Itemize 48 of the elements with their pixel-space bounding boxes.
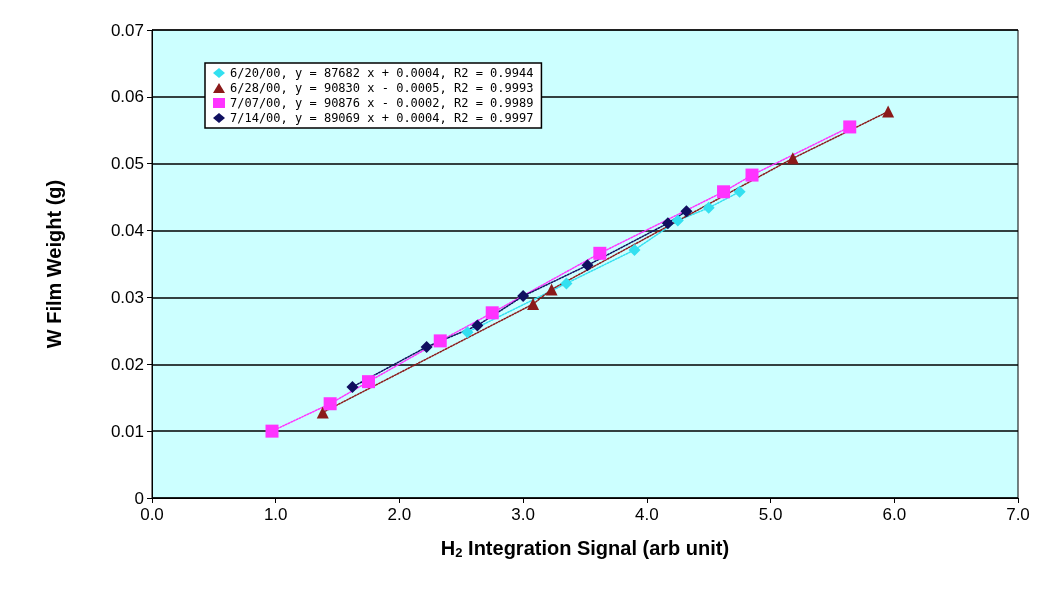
y-tick-label: 0.01 [110,421,144,441]
y-tick-label: 0.04 [110,221,144,241]
point [420,340,433,353]
legend-label: 6/20/00, y = 87682 x + 0.0004, R2 = 0.9944 [230,66,534,80]
point [346,381,359,394]
point [433,334,447,348]
legend-label: 7/14/00, y = 89069 x + 0.0004, R2 = 0.9997 [230,111,534,125]
x-tick-label: 6.0 [882,505,907,524]
y-tick-label: 0.06 [110,87,144,107]
point [265,424,279,438]
x-tick-label: 3.0 [511,505,535,524]
point [517,290,530,303]
legend-label: 6/28/00, y = 90830 x - 0.0005, R2 = 0.9993 [230,81,534,95]
point [593,246,607,260]
point [717,185,731,199]
x-tick-label: 4.0 [635,505,659,524]
point [786,152,799,165]
point [581,259,594,272]
point [702,201,715,214]
y-axis-title: W Film Weight (g) [43,179,65,349]
point [471,319,484,332]
legend-label: 7/07/00, y = 90876 x - 0.0002, R2 = 0.9989 [230,96,534,110]
y-tick-label: 0.07 [110,20,144,40]
point [560,277,573,290]
point [745,168,759,182]
y-tick-label: 0.02 [110,354,144,374]
x-tick-label: 0.0 [140,505,164,524]
x-tick-label: 5.0 [758,505,783,524]
point [628,243,641,256]
point [485,306,499,320]
point [323,397,337,411]
point [661,217,674,230]
point [545,283,558,296]
point [843,120,857,134]
point [461,326,474,339]
point [671,214,684,227]
point [680,205,693,218]
point [316,406,329,419]
point [362,375,375,389]
x-tick-label: 7.0 [1006,505,1030,524]
y-tick-label: 0.05 [110,154,144,174]
point [882,105,895,118]
point [527,298,540,311]
y-tick-label: 0.03 [110,287,144,307]
point [733,185,746,198]
x-tick-label: 1.0 [263,505,288,524]
y-tick-label: 0 [134,488,144,508]
x-tick-label: 2.0 [387,505,412,524]
